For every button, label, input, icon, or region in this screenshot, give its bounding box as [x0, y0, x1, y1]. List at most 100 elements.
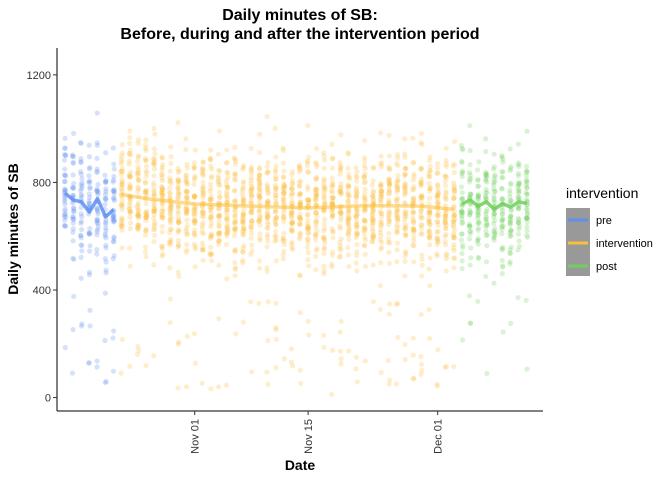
data-point	[337, 348, 343, 354]
data-point	[451, 233, 457, 239]
data-point	[403, 209, 409, 215]
data-point	[175, 385, 181, 391]
data-point	[142, 228, 149, 234]
data-point	[119, 215, 125, 221]
data-point	[386, 200, 392, 206]
data-point	[499, 247, 506, 253]
data-point	[102, 195, 108, 201]
data-point	[395, 334, 401, 340]
data-point	[272, 189, 279, 195]
data-point	[257, 190, 263, 196]
data-point	[264, 268, 270, 275]
data-point	[159, 154, 165, 160]
data-point	[289, 171, 295, 178]
data-point	[62, 206, 68, 212]
data-point	[135, 171, 141, 177]
data-point	[418, 194, 425, 200]
data-point	[443, 253, 450, 259]
data-point	[119, 227, 125, 233]
data-point	[442, 173, 448, 179]
data-point	[491, 280, 497, 286]
data-point	[208, 210, 214, 216]
data-point	[321, 190, 327, 196]
data-point	[199, 186, 205, 193]
data-point	[386, 230, 392, 236]
data-point	[216, 189, 223, 195]
data-point	[354, 379, 360, 385]
data-point	[329, 208, 335, 214]
data-point	[484, 179, 490, 185]
data-point	[184, 207, 190, 213]
data-point	[484, 206, 490, 213]
data-point	[483, 194, 489, 200]
data-point	[151, 189, 157, 195]
data-point	[273, 186, 279, 192]
data-point	[450, 213, 456, 219]
data-point	[151, 159, 158, 165]
data-point	[508, 213, 514, 219]
data-point	[95, 217, 101, 223]
data-point	[224, 213, 230, 219]
data-point	[143, 214, 149, 220]
data-point	[288, 211, 294, 218]
data-point	[321, 178, 327, 184]
data-point	[167, 296, 173, 302]
data-point	[240, 215, 246, 221]
data-point	[516, 217, 522, 223]
data-point	[199, 229, 205, 235]
data-point	[297, 367, 303, 373]
data-point	[394, 247, 400, 253]
data-point	[265, 221, 271, 228]
data-point	[321, 194, 327, 200]
data-point	[71, 130, 77, 137]
data-point	[94, 358, 100, 364]
data-point	[248, 209, 254, 215]
data-point	[297, 230, 304, 236]
data-point	[223, 210, 230, 216]
data-point	[216, 167, 222, 173]
data-point	[215, 238, 222, 244]
data-point	[103, 225, 109, 231]
data-point	[143, 209, 149, 216]
data-point	[500, 244, 506, 251]
data-point	[225, 174, 231, 180]
data-point	[240, 197, 246, 204]
data-point	[264, 211, 270, 217]
data-point	[305, 318, 312, 324]
data-point	[434, 170, 440, 176]
data-point	[378, 369, 384, 376]
data-point	[305, 122, 311, 129]
data-point	[499, 211, 505, 217]
data-point	[110, 212, 116, 218]
data-point	[70, 185, 76, 191]
data-point	[281, 189, 287, 196]
data-point	[321, 271, 327, 277]
data-point	[272, 209, 278, 215]
data-point	[127, 209, 133, 215]
data-point	[224, 215, 230, 222]
data-point	[150, 156, 157, 162]
data-point	[118, 161, 124, 167]
data-point	[248, 192, 255, 198]
data-point	[151, 180, 157, 186]
data-point	[224, 276, 230, 282]
data-point	[314, 228, 320, 234]
data-point	[192, 193, 198, 200]
data-point	[167, 185, 173, 191]
data-point	[354, 190, 360, 196]
data-point	[499, 211, 505, 217]
data-point	[524, 215, 530, 221]
data-point	[451, 255, 458, 261]
legend-label-intervention: intervention	[596, 238, 653, 250]
data-point	[257, 186, 263, 192]
data-point	[491, 234, 497, 240]
data-point	[232, 218, 238, 224]
data-point	[297, 183, 303, 189]
data-point	[135, 211, 141, 218]
data-point	[499, 185, 505, 191]
data-point	[370, 208, 377, 214]
data-point	[152, 219, 158, 225]
data-point	[134, 226, 141, 232]
data-point	[289, 213, 295, 219]
data-point	[71, 256, 77, 262]
